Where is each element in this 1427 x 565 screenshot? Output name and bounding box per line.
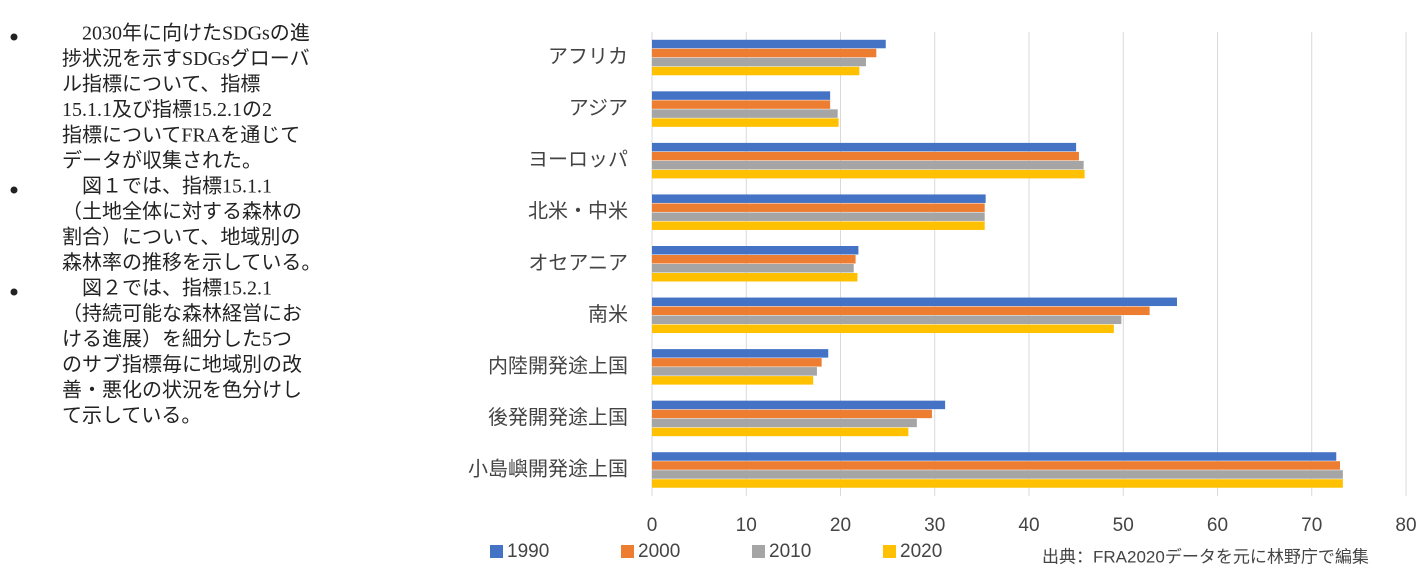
bar <box>652 349 829 358</box>
bullet-line: 森林率の推移を示している。 <box>62 251 321 274</box>
legend-swatch <box>621 545 634 558</box>
bar <box>652 160 1084 170</box>
bullet-line: 15.1.1及び指標15.2.1の2 <box>62 98 272 121</box>
x-tick-label: 70 <box>1301 515 1322 536</box>
legend-label: 1990 <box>507 541 549 562</box>
bullet-line: 図１では、指標15.1.1 <box>62 175 272 198</box>
bullet-line: 図２では、指標15.2.1 <box>62 277 272 300</box>
bullet-dot <box>10 288 18 296</box>
y-tick-label: アフリカ <box>548 46 628 68</box>
bullet-dot <box>10 186 18 194</box>
bullet-line: （持続可能な森林経営にお <box>62 302 302 325</box>
bar <box>652 109 838 118</box>
bullet-line: 善・悪化の状況を色分けし <box>62 379 302 402</box>
y-tick-label: ヨーロッパ <box>528 149 628 171</box>
bar <box>652 255 856 264</box>
bar <box>652 48 877 58</box>
bar <box>652 479 1343 488</box>
bar <box>652 91 831 100</box>
bar <box>652 452 1337 461</box>
x-tick-label: 40 <box>1018 515 1039 536</box>
x-tick-label: 0 <box>647 515 658 536</box>
bar <box>652 427 909 437</box>
bar <box>652 246 859 255</box>
bar <box>652 358 822 367</box>
x-tick-label: 20 <box>830 515 851 536</box>
legend-swatch <box>883 545 896 558</box>
bar <box>652 203 985 212</box>
legend-swatch <box>752 545 765 558</box>
bar <box>652 169 1085 179</box>
bullet-line: のサブ指標毎に地域別の改 <box>62 352 302 376</box>
bullet-line: 指標についてFRAを通じて <box>62 124 300 147</box>
legend-label: 2020 <box>900 541 942 562</box>
bar <box>652 151 1079 161</box>
source-note: 出典：FRA2020データを元に林野庁で編集 <box>1042 546 1369 565</box>
y-tick-label: 北米・中米 <box>528 200 628 223</box>
bar <box>652 142 1077 152</box>
legend-swatch <box>490 545 503 558</box>
bar <box>652 39 886 49</box>
bar <box>652 470 1343 479</box>
y-tick-label: 小島嶼開発途上国 <box>468 458 628 481</box>
bullet-line: 捗状況を示すSDGsグローバ <box>62 47 310 70</box>
x-tick-label: 60 <box>1207 515 1228 536</box>
bar <box>652 306 1150 316</box>
bullet-line: 割合）について、地域別の <box>62 226 300 249</box>
bar <box>652 100 831 109</box>
y-tick-label: 後発開発途上国 <box>488 406 628 429</box>
bullet-dot <box>10 33 18 41</box>
bar <box>652 212 985 221</box>
bullet-line: 2030年に向けたSDGsの進 <box>62 22 310 45</box>
x-tick-label: 80 <box>1395 515 1416 536</box>
bar <box>652 376 814 385</box>
y-tick-label: 内陸開発途上国 <box>488 354 628 377</box>
bar <box>652 297 1177 307</box>
bar <box>652 461 1341 470</box>
bar <box>652 324 1114 334</box>
bar <box>652 221 985 230</box>
bullet-line: （土地全体に対する森林の <box>62 200 302 223</box>
bullet-line: データが収集された。 <box>62 149 262 172</box>
bar <box>652 273 858 282</box>
bullet-line: て示している。 <box>62 405 201 427</box>
bar <box>652 409 932 419</box>
y-tick-label: アジア <box>569 98 628 120</box>
bar <box>652 118 839 127</box>
bar <box>652 367 817 376</box>
x-tick-label: 30 <box>924 515 945 536</box>
bar <box>652 400 946 410</box>
bar <box>652 194 986 203</box>
x-tick-label: 10 <box>736 515 757 536</box>
bar <box>652 315 1122 325</box>
bar <box>652 418 917 428</box>
x-tick-label: 50 <box>1113 515 1134 536</box>
bar <box>652 264 854 273</box>
bar <box>652 66 860 76</box>
bullet-line: ける進展）を細分した5つ <box>62 328 292 351</box>
legend-label: 2000 <box>638 541 680 562</box>
y-tick-label: オセアニア <box>528 252 628 274</box>
bullet-line: ル指標について、指標 <box>62 73 260 96</box>
y-tick-label: 南米 <box>588 303 628 326</box>
legend-label: 2010 <box>769 541 811 562</box>
bar <box>652 57 866 67</box>
